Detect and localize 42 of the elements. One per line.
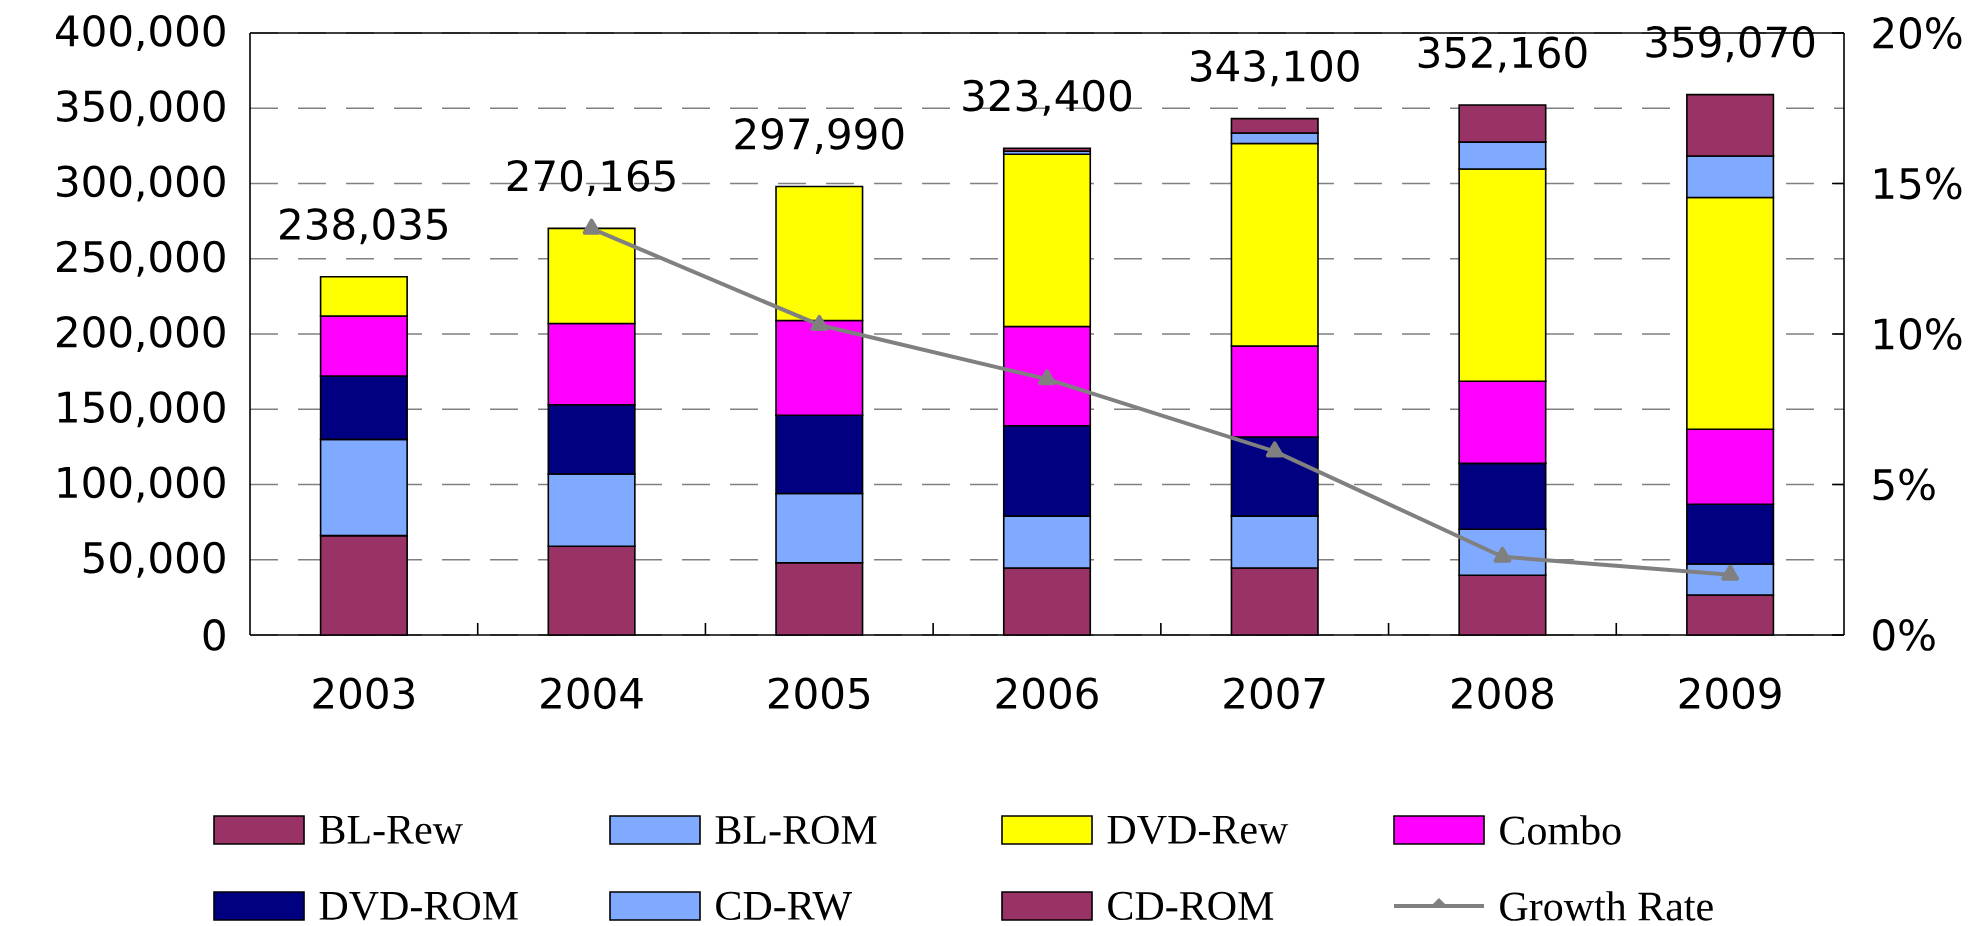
- legend-label: CD-ROM: [1108, 891, 1274, 921]
- y-tick-label: 50,000: [83, 541, 225, 578]
- x-tick-label: 2006: [996, 677, 1098, 710]
- y2-tick-label: 15%: [1875, 167, 1962, 200]
- point: [810, 314, 829, 331]
- y2-tick-label: 20%: [1873, 17, 1962, 49]
- y-tick-label: 200,000: [57, 315, 225, 353]
- y-tick-label: 0: [203, 619, 225, 651]
- y-tick-label: 150,000: [58, 391, 225, 428]
- y-tick-label: 250,000: [57, 240, 225, 277]
- x-tick-label: 2004: [541, 677, 643, 710]
- legend-label: DVD-ROM: [319, 891, 518, 921]
- total-label: 297,990: [735, 118, 904, 155]
- point: [582, 218, 601, 235]
- legend-label: Growth Rate: [1500, 891, 1713, 921]
- y-tick-label: 300,000: [57, 165, 225, 202]
- x-tick-label: 2008: [1452, 677, 1553, 710]
- total-label: 238,035: [280, 208, 447, 245]
- x-tick-label: 2007: [1224, 677, 1325, 710]
- total-label: 323,400: [963, 79, 1132, 116]
- y2-tick-label: 10%: [1875, 318, 1962, 350]
- total-label: 359,070: [1646, 26, 1815, 63]
- point: [1038, 369, 1056, 386]
- legend-label: BL-Rew: [319, 816, 463, 844]
- legend-label: BL-ROM: [715, 815, 877, 845]
- legend-label: CD-RW: [716, 891, 852, 921]
- legend-label: DVD-Rew: [1107, 815, 1289, 845]
- y-tick-label: 350,000: [57, 90, 225, 127]
- y2-tick-label: 0%: [1873, 619, 1935, 651]
- point: [1721, 564, 1740, 581]
- x-tick-label: 2009: [1679, 677, 1781, 710]
- x-tick-label: 2005: [768, 677, 870, 710]
- point: [1265, 441, 1284, 458]
- total-label: 270,165: [507, 159, 675, 196]
- y-tick-label: 400,000: [55, 14, 225, 52]
- legend-label: Combo: [1500, 815, 1621, 845]
- point: [1493, 546, 1512, 563]
- y2-tick-label: 5%: [1873, 468, 1935, 501]
- total-label: 352,160: [1418, 36, 1587, 73]
- x-tick-label: 2003: [313, 677, 414, 710]
- y-tick-label: 100,000: [58, 466, 225, 503]
- total-label: 343,100: [1191, 50, 1359, 87]
